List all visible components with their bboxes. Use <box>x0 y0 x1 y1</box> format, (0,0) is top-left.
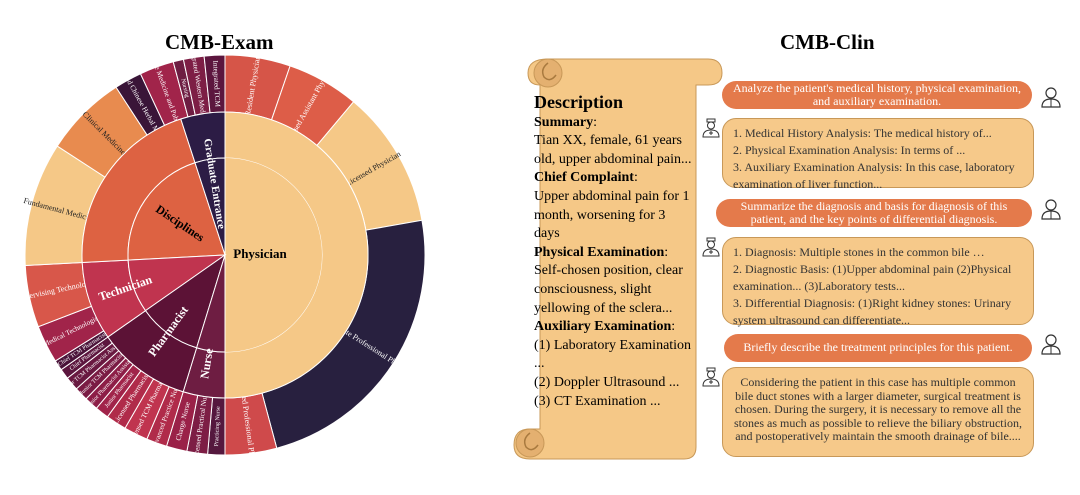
physical-exam-label: Physical Examination <box>534 244 665 260</box>
inner-slice-graduate-center <box>194 157 226 256</box>
outer-label-nursing: Nursing <box>179 78 189 98</box>
inner-label-physician: Physician <box>233 246 287 261</box>
answer-line: 3. Auxiliary Examination Analysis: In th… <box>733 160 1015 191</box>
auxiliary-exam-text: (1) Laboratory Examination ... (2) Doppl… <box>534 337 692 409</box>
cmb-clin-title: CMB-Clin <box>780 30 875 54</box>
answer-line: Considering the patient in this case has… <box>734 375 1022 443</box>
physical-exam-block: Physical Examination: Self-chosen positio… <box>534 244 683 316</box>
inner-slice-nurse-center <box>196 254 226 353</box>
scroll-icon <box>513 58 723 460</box>
chief-complaint-text: Upper abdominal pain for 1 month, worsen… <box>534 188 690 242</box>
doctor-icon <box>702 237 720 257</box>
cmb-exam-title: CMB-Exam <box>165 30 274 54</box>
answer-line: 2. Diagnostic Basis: (1)Upper abdominal … <box>733 262 1012 293</box>
doctor-icon <box>702 367 720 387</box>
inner-slice-physician <box>224 111 369 399</box>
question-bubble-3: Briefly describe the treatment principle… <box>724 334 1032 362</box>
answer-bubble-1: 1. Medical History Analysis: The medical… <box>722 118 1034 191</box>
patient-icon <box>1041 334 1061 355</box>
answer-line: 2. Physical Examination Analysis: In ter… <box>733 143 966 157</box>
auxiliary-exam-label: Auxiliary Examination <box>534 319 672 335</box>
inner-slice-disciplines-center <box>127 162 226 261</box>
description-heading: Description <box>534 92 623 112</box>
patient-icon <box>1041 199 1061 220</box>
summary-text: Tian XX, female, 61 years old, upper abd… <box>534 133 692 167</box>
answer-line: 3. Differential Diagnosis: (1)Right kidn… <box>733 296 1012 327</box>
case-description: Description Summary: Tian XX, female, 61 … <box>534 93 694 411</box>
answer-bubble-3: Considering the patient in this case has… <box>722 367 1034 457</box>
answer-line: 1. Medical History Analysis: The medical… <box>733 126 992 140</box>
doctor-icon <box>702 118 720 138</box>
patient-icon <box>1041 87 1061 108</box>
chief-complaint-block: Chief Complaint: Upper abdominal pain for… <box>534 170 690 242</box>
physical-exam-text: Self-chosen position, clear consciousnes… <box>534 263 683 316</box>
auxiliary-exam-block: Auxiliary Examination: (1) Laboratory Exa… <box>534 319 692 409</box>
outer-label-practicing-nurse: Practicing Nurse <box>214 406 222 447</box>
chief-complaint-label: Chief Complaint <box>534 170 634 186</box>
summary-label: Summary <box>534 114 594 130</box>
question-bubble-1: Analyze the patient's medical history, p… <box>722 81 1032 109</box>
summary-block: Summary: Tian XX, female, 61 years old, u… <box>534 114 692 167</box>
question-bubble-2: Summarize the diagnosis and basis for di… <box>716 199 1032 227</box>
inner-label-nurse: Nurse <box>197 347 216 380</box>
outer-label-integrated-tcm: Integrated TCM <box>211 60 221 107</box>
answer-bubble-2: 1. Diagnosis: Multiple stones in the com… <box>722 237 1034 327</box>
answer-line: 1. Diagnosis: Multiple stones in the com… <box>733 245 985 259</box>
